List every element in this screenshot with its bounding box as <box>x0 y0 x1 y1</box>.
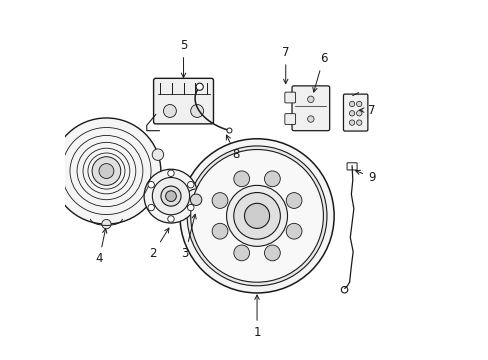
Circle shape <box>92 157 121 185</box>
Ellipse shape <box>52 118 161 224</box>
Circle shape <box>190 104 203 117</box>
Circle shape <box>285 193 302 208</box>
Text: 9: 9 <box>355 170 375 184</box>
Circle shape <box>185 189 206 211</box>
Circle shape <box>152 149 163 160</box>
FancyBboxPatch shape <box>153 78 213 124</box>
Circle shape <box>152 177 189 215</box>
Circle shape <box>190 194 202 206</box>
Circle shape <box>180 139 333 293</box>
Text: 7: 7 <box>282 46 289 84</box>
Text: 1: 1 <box>253 295 260 339</box>
FancyBboxPatch shape <box>291 86 329 131</box>
Circle shape <box>264 245 280 261</box>
Circle shape <box>99 163 114 179</box>
Circle shape <box>167 170 174 176</box>
FancyBboxPatch shape <box>285 92 295 103</box>
Circle shape <box>349 120 354 125</box>
FancyBboxPatch shape <box>343 94 367 131</box>
Circle shape <box>349 111 354 116</box>
Text: 4: 4 <box>95 229 107 265</box>
Text: 7: 7 <box>359 104 375 117</box>
Circle shape <box>307 96 313 103</box>
Circle shape <box>49 149 61 160</box>
Circle shape <box>226 128 231 133</box>
Text: 8: 8 <box>226 135 239 161</box>
Circle shape <box>187 181 194 188</box>
Circle shape <box>187 146 326 286</box>
Circle shape <box>190 149 323 282</box>
Circle shape <box>356 111 361 116</box>
Circle shape <box>163 104 176 117</box>
Circle shape <box>102 220 111 229</box>
Circle shape <box>226 185 287 246</box>
Circle shape <box>212 193 227 208</box>
Circle shape <box>187 204 194 211</box>
Circle shape <box>161 186 181 206</box>
Text: 3: 3 <box>181 214 196 260</box>
Text: 6: 6 <box>312 52 326 92</box>
Circle shape <box>244 203 269 228</box>
Circle shape <box>307 116 313 122</box>
Circle shape <box>285 223 302 239</box>
Circle shape <box>349 101 354 107</box>
Text: 5: 5 <box>180 39 187 77</box>
Circle shape <box>148 204 154 211</box>
Circle shape <box>356 101 361 107</box>
Circle shape <box>233 171 249 187</box>
Circle shape <box>167 216 174 222</box>
FancyBboxPatch shape <box>285 114 295 125</box>
Circle shape <box>148 181 154 188</box>
Text: 2: 2 <box>149 228 168 260</box>
Circle shape <box>233 193 280 239</box>
Circle shape <box>165 191 176 202</box>
Circle shape <box>212 223 227 239</box>
Circle shape <box>356 120 361 125</box>
Circle shape <box>196 83 203 90</box>
Circle shape <box>233 245 249 261</box>
Circle shape <box>144 169 198 223</box>
Circle shape <box>264 171 280 187</box>
